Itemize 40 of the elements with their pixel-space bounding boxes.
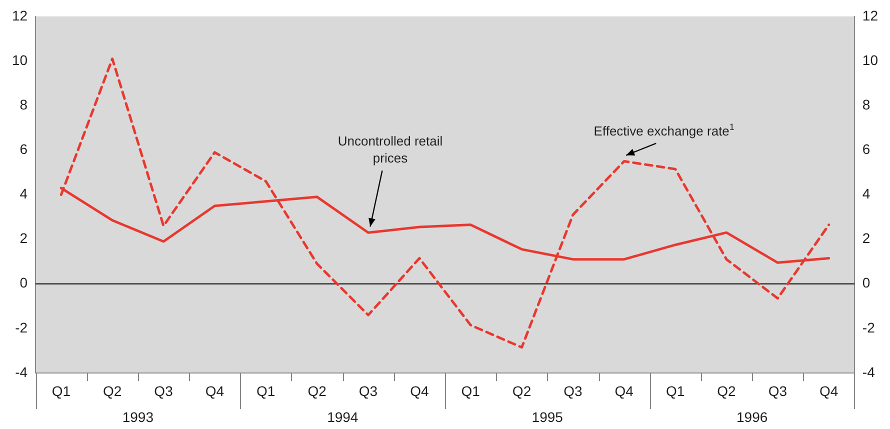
- y2-tick-label: 0: [862, 274, 870, 291]
- y2-tick-label: 2: [862, 230, 870, 246]
- x-tick-label: Q1: [666, 382, 685, 399]
- x-tick-label: Q2: [717, 382, 736, 399]
- y2-tick-label: 4: [862, 186, 870, 202]
- y-tick-label: -4: [15, 364, 28, 380]
- x-tick-label: Q2: [102, 382, 122, 399]
- x-tick-label: Q4: [205, 382, 224, 399]
- x-tick-label: Q3: [768, 382, 788, 399]
- x-tick-label: Q2: [512, 382, 532, 399]
- y2-tick-label: 12: [862, 7, 878, 24]
- y-tick-label: 2: [20, 230, 28, 246]
- x-tick-label: Q3: [358, 382, 378, 399]
- x-tick-label: Q1: [256, 382, 276, 399]
- text: 1995: [532, 408, 564, 425]
- y-tick-label: 4: [20, 186, 28, 202]
- text: 1996: [736, 408, 768, 425]
- y2-tick-label: 10: [862, 52, 878, 68]
- y-tick-label: 6: [20, 140, 28, 157]
- x-tick-label: Q3: [564, 382, 582, 399]
- text: 1994: [327, 408, 358, 425]
- y2-tick-label: -4: [862, 364, 876, 380]
- x-tick-label: Q2: [308, 382, 327, 399]
- y2-tick-label: -2: [862, 319, 876, 336]
- y-tick-label: 0: [20, 274, 28, 291]
- x-tick-label: Q3: [154, 382, 174, 399]
- x-tick-label: Q1: [52, 382, 71, 399]
- y-tick-label: -2: [15, 319, 28, 336]
- x-tick-label: Q4: [819, 382, 838, 399]
- line-series: [60, 57, 830, 349]
- y-tick-label: 12: [12, 7, 28, 24]
- y-tick-label: 8: [20, 96, 28, 112]
- x-tick-label: Q4: [614, 382, 634, 399]
- x-tick-label: Q1: [461, 382, 480, 399]
- y-tick-label: 10: [12, 52, 28, 68]
- y2-tick-label: 6: [862, 140, 870, 157]
- text: 1993: [122, 408, 154, 425]
- text: Uncontrolled retail prices: [338, 134, 443, 166]
- x-tick-label: Q4: [410, 382, 429, 399]
- y2-tick-label: 8: [862, 96, 870, 112]
